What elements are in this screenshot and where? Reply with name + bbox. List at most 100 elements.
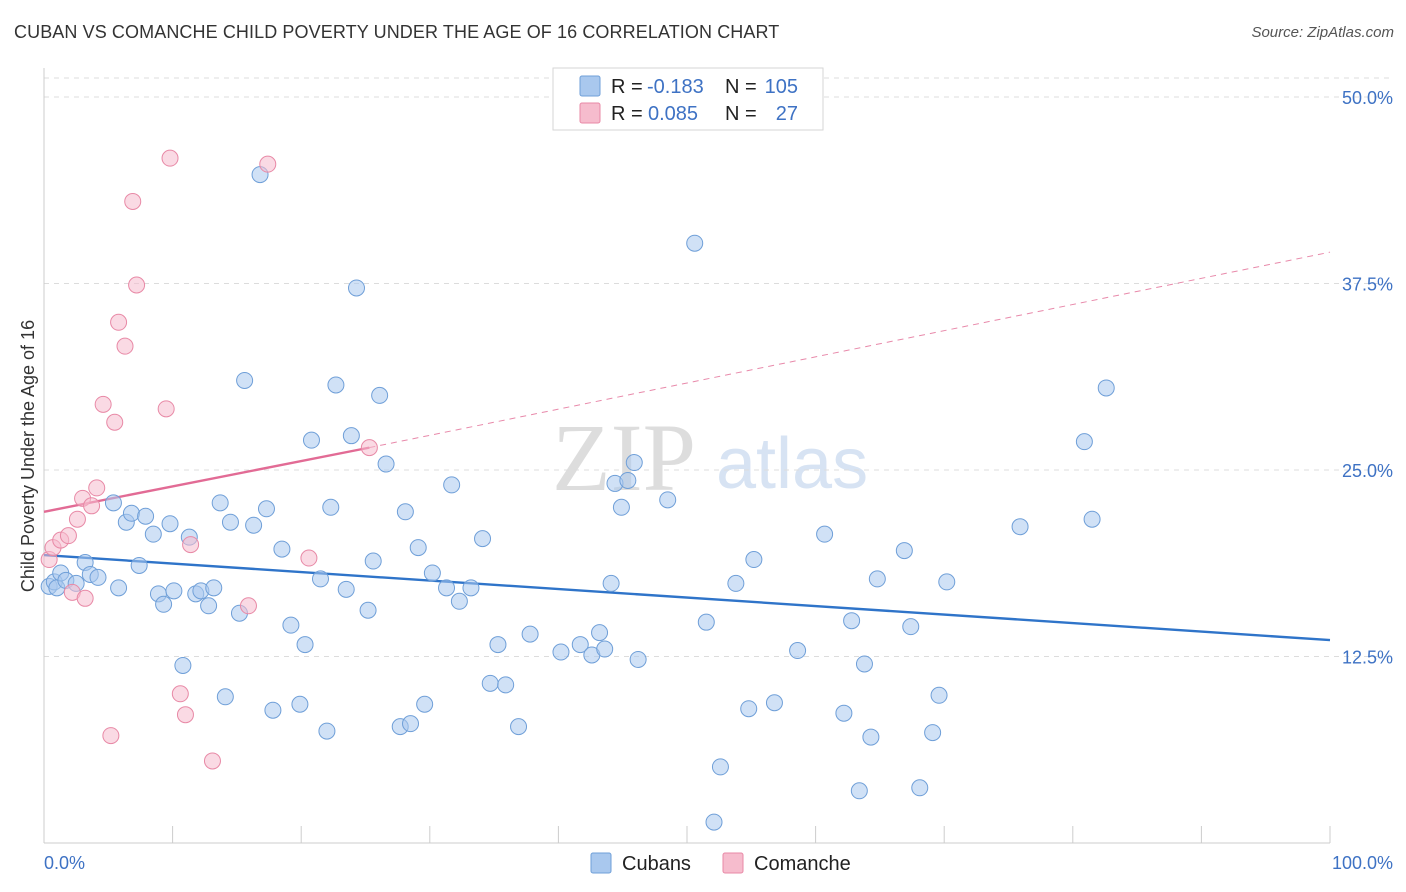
point-cubans-33 <box>257 500 275 518</box>
point-cubans-60 <box>462 579 480 597</box>
point-cubans-98 <box>924 724 942 742</box>
point-cubans-39 <box>302 431 320 449</box>
point-cubans-75 <box>619 471 637 489</box>
legend-bottom-label-comanche: Comanche <box>754 853 851 875</box>
point-comanche-21 <box>182 536 200 554</box>
point-comanche-5 <box>68 510 86 528</box>
y-tick-label-1: 25.0% <box>1342 461 1393 481</box>
legend-top: R = -0.183 N = 105 R = 0.085 N = 27 <box>552 67 824 131</box>
point-cubans-34 <box>264 701 282 719</box>
point-cubans-61 <box>474 530 492 548</box>
point-cubans-19 <box>165 582 183 600</box>
point-comanche-13 <box>110 313 128 331</box>
point-cubans-8 <box>89 568 107 586</box>
legend-n-label-2: N = <box>725 103 757 125</box>
point-cubans-67 <box>552 643 570 661</box>
point-cubans-14 <box>137 507 155 525</box>
point-cubans-18 <box>161 515 179 533</box>
point-cubans-45 <box>342 427 360 445</box>
point-cubans-31 <box>245 516 263 534</box>
point-cubans-93 <box>862 728 880 746</box>
point-cubans-86 <box>765 694 783 712</box>
point-comanche-16 <box>128 276 146 294</box>
point-cubans-76 <box>625 454 643 472</box>
axes <box>43 68 1331 844</box>
y-axis-title: Child Poverty Under the Age of 16 <box>18 320 38 592</box>
point-cubans-85 <box>745 551 763 569</box>
point-cubans-70 <box>591 624 609 642</box>
point-cubans-25 <box>205 579 223 597</box>
legend-n-value-2: 27 <box>776 103 798 125</box>
point-comanche-12 <box>106 413 124 431</box>
point-cubans-10 <box>110 579 128 597</box>
trend-line-comanche-extension <box>369 251 1331 449</box>
legend-swatch-comanche <box>579 102 601 124</box>
watermark-atlas: atlas <box>716 424 868 504</box>
point-cubans-72 <box>602 574 620 592</box>
point-cubans-30 <box>236 371 254 389</box>
point-cubans-52 <box>396 503 414 521</box>
point-comanche-26 <box>360 439 378 457</box>
legend-bottom-swatch-cubans <box>590 852 612 874</box>
point-cubans-88 <box>816 525 834 543</box>
point-comanche-14 <box>116 337 134 355</box>
point-cubans-47 <box>359 601 377 619</box>
point-cubans-48 <box>364 552 382 570</box>
x-tick-label-max: 100.0% <box>1332 853 1393 873</box>
point-comanche-10 <box>94 395 112 413</box>
point-cubans-35 <box>273 540 291 558</box>
point-cubans-87 <box>789 642 807 660</box>
point-cubans-20 <box>174 656 192 674</box>
point-cubans-13 <box>130 556 148 574</box>
point-cubans-74 <box>612 498 630 516</box>
point-comanche-7 <box>76 589 94 607</box>
point-cubans-102 <box>1075 433 1093 451</box>
gridlines <box>44 77 1393 657</box>
legend-r-label-1: R = <box>611 76 643 98</box>
point-comanche-8 <box>83 497 101 515</box>
point-cubans-95 <box>895 542 913 560</box>
point-comanche-19 <box>171 685 189 703</box>
point-cubans-63 <box>489 636 507 654</box>
point-cubans-37 <box>291 695 309 713</box>
point-cubans-42 <box>322 498 340 516</box>
point-cubans-50 <box>377 455 395 473</box>
point-cubans-58 <box>443 476 461 494</box>
point-cubans-62 <box>481 674 499 692</box>
watermark: ZIP atlas <box>552 404 868 511</box>
point-cubans-71 <box>596 640 614 658</box>
y-tick-labels: 12.5% 25.0% 37.5% 50.0% <box>1342 88 1393 668</box>
point-cubans-78 <box>659 491 677 509</box>
legend-r-label-2: R = <box>611 103 643 125</box>
legend-r-value-1: -0.183 <box>647 76 704 98</box>
legend-r-value-2: 0.085 <box>648 103 698 125</box>
point-cubans-96 <box>902 618 920 636</box>
point-cubans-28 <box>221 513 239 531</box>
point-cubans-94 <box>868 570 886 588</box>
point-cubans-49 <box>371 386 389 404</box>
point-cubans-100 <box>938 573 956 591</box>
legend-bottom-label-cubans: Cubans <box>622 853 691 875</box>
point-cubans-27 <box>216 688 234 706</box>
point-cubans-80 <box>697 613 715 631</box>
trend-line-cubans <box>43 553 1331 642</box>
point-cubans-36 <box>282 616 300 634</box>
legend-bottom-swatch-comanche <box>722 852 744 874</box>
x-tick-label-min: 0.0% <box>44 853 85 873</box>
point-cubans-17 <box>155 595 173 613</box>
point-cubans-103 <box>1083 510 1101 528</box>
point-cubans-82 <box>711 758 729 776</box>
point-cubans-41 <box>318 722 336 740</box>
point-cubans-56 <box>423 564 441 582</box>
point-cubans-104 <box>1097 379 1115 397</box>
y-tick-label-3: 50.0% <box>1342 88 1393 108</box>
point-cubans-43 <box>327 376 345 394</box>
legend-bottom: Cubans Comanche <box>590 852 851 875</box>
point-cubans-66 <box>521 625 539 643</box>
point-cubans-46 <box>347 279 365 297</box>
data-points <box>40 149 1115 831</box>
point-cubans-65 <box>510 718 528 736</box>
point-comanche-22 <box>203 752 221 770</box>
point-cubans-54 <box>409 539 427 557</box>
point-comanche-25 <box>300 549 318 567</box>
